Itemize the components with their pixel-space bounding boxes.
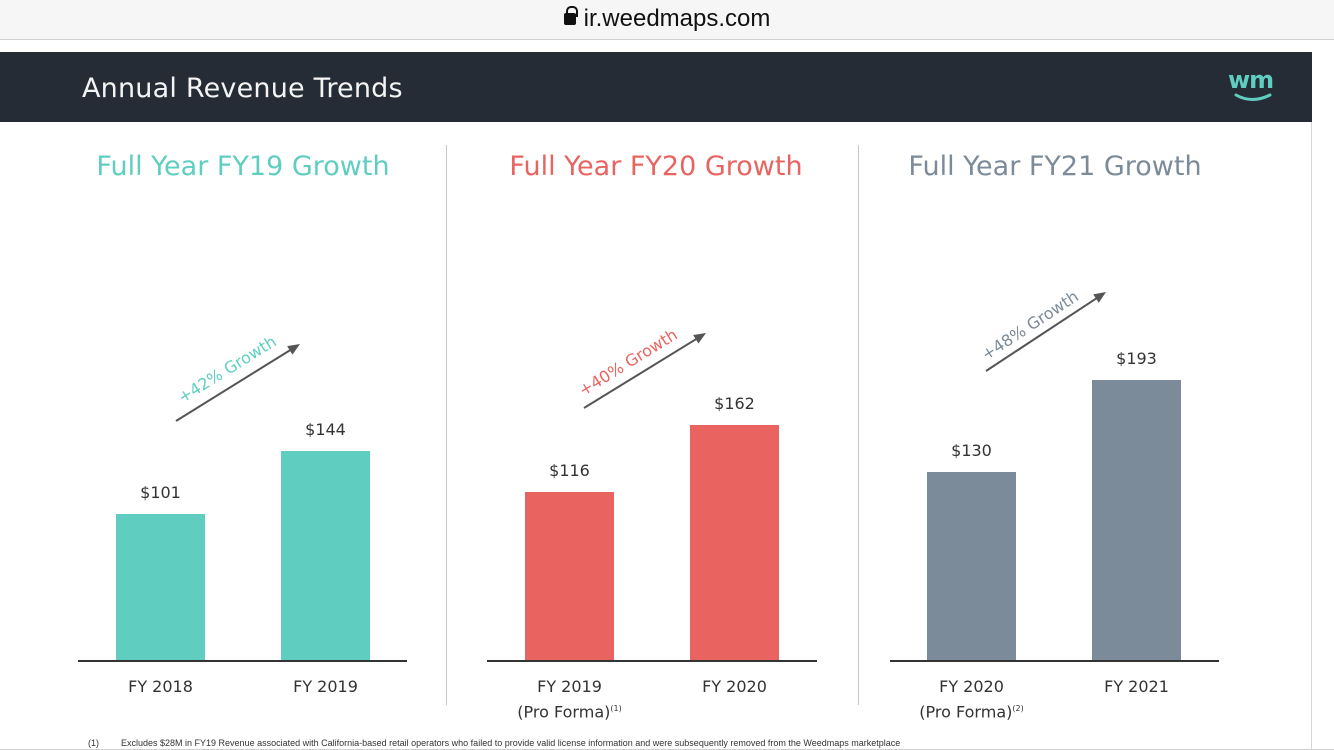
url-text: ir.weedmaps.com (583, 5, 771, 32)
category-note: (Pro Forma)(2) (919, 702, 1024, 722)
category-name: FY 2021 (1104, 677, 1169, 696)
x-tick-label: FY 2019 (293, 676, 358, 698)
footnote-text: Excludes $28M in FY19 Revenue associated… (121, 738, 901, 748)
panel-divider (858, 145, 859, 705)
data-label: $101 (140, 482, 181, 502)
footnote-reference: (1) (610, 704, 622, 713)
x-tick-label: FY 2020 (702, 676, 767, 698)
growth-label: +48% Growth (978, 287, 1082, 364)
weedmaps-logo: wm (1228, 66, 1288, 106)
data-label: $144 (305, 420, 346, 440)
bar (927, 471, 1016, 660)
arrowhead-icon (1093, 292, 1106, 303)
x-tick-label: FY 2021 (1104, 676, 1169, 698)
browser-address-bar[interactable]: ir.weedmaps.com (0, 0, 1334, 40)
panel-divider (446, 145, 447, 705)
x-axis-line (890, 660, 1219, 662)
bar (1092, 380, 1181, 660)
arrowhead-icon (693, 333, 706, 344)
lock-icon (563, 6, 578, 25)
x-tick-label: FY 2018 (128, 676, 193, 698)
x-axis-line (487, 660, 817, 662)
category-name: FY 2018 (128, 677, 193, 696)
growth-arrow-line (985, 295, 1100, 372)
growth-label: +42% Growth (175, 332, 280, 407)
smile-icon (1234, 93, 1272, 101)
slide-header: Annual Revenue Trends wm (0, 52, 1312, 122)
bar (525, 491, 614, 660)
data-label: $162 (714, 394, 755, 414)
bar (281, 451, 370, 660)
data-label: $193 (1116, 349, 1157, 369)
category-name: FY 2020 (702, 677, 767, 696)
data-label: $130 (951, 440, 992, 460)
category-note: (Pro Forma)(1) (517, 702, 622, 722)
url-display[interactable]: ir.weedmaps.com (0, 5, 1334, 33)
x-tick-label: FY 2019 (Pro Forma)(1) (517, 676, 621, 723)
slide-title: Annual Revenue Trends (82, 73, 403, 104)
category-name: FY 2020 (939, 677, 1004, 696)
category-name: FY 2019 (293, 677, 358, 696)
bar (690, 425, 779, 660)
category-name: FY 2019 (537, 677, 602, 696)
growth-arrow-line (583, 336, 700, 409)
bar (116, 513, 205, 660)
panel-title: Full Year FY21 Growth (908, 151, 1202, 182)
growth-arrow-line (175, 347, 294, 422)
growth-label: +40% Growth (575, 325, 680, 400)
arrowhead-icon (287, 344, 300, 355)
x-axis-line (78, 660, 407, 662)
footnote-marker: (1) (88, 738, 99, 748)
data-label: $116 (549, 460, 590, 480)
footnote-reference: (2) (1012, 704, 1024, 713)
x-tick-label: FY 2020 (Pro Forma)(2) (919, 676, 1023, 723)
slide: Annual Revenue Trends wm Full Year FY19 … (0, 52, 1312, 750)
panel-title: Full Year FY19 Growth (96, 151, 390, 182)
panel-title: Full Year FY20 Growth (509, 151, 803, 182)
